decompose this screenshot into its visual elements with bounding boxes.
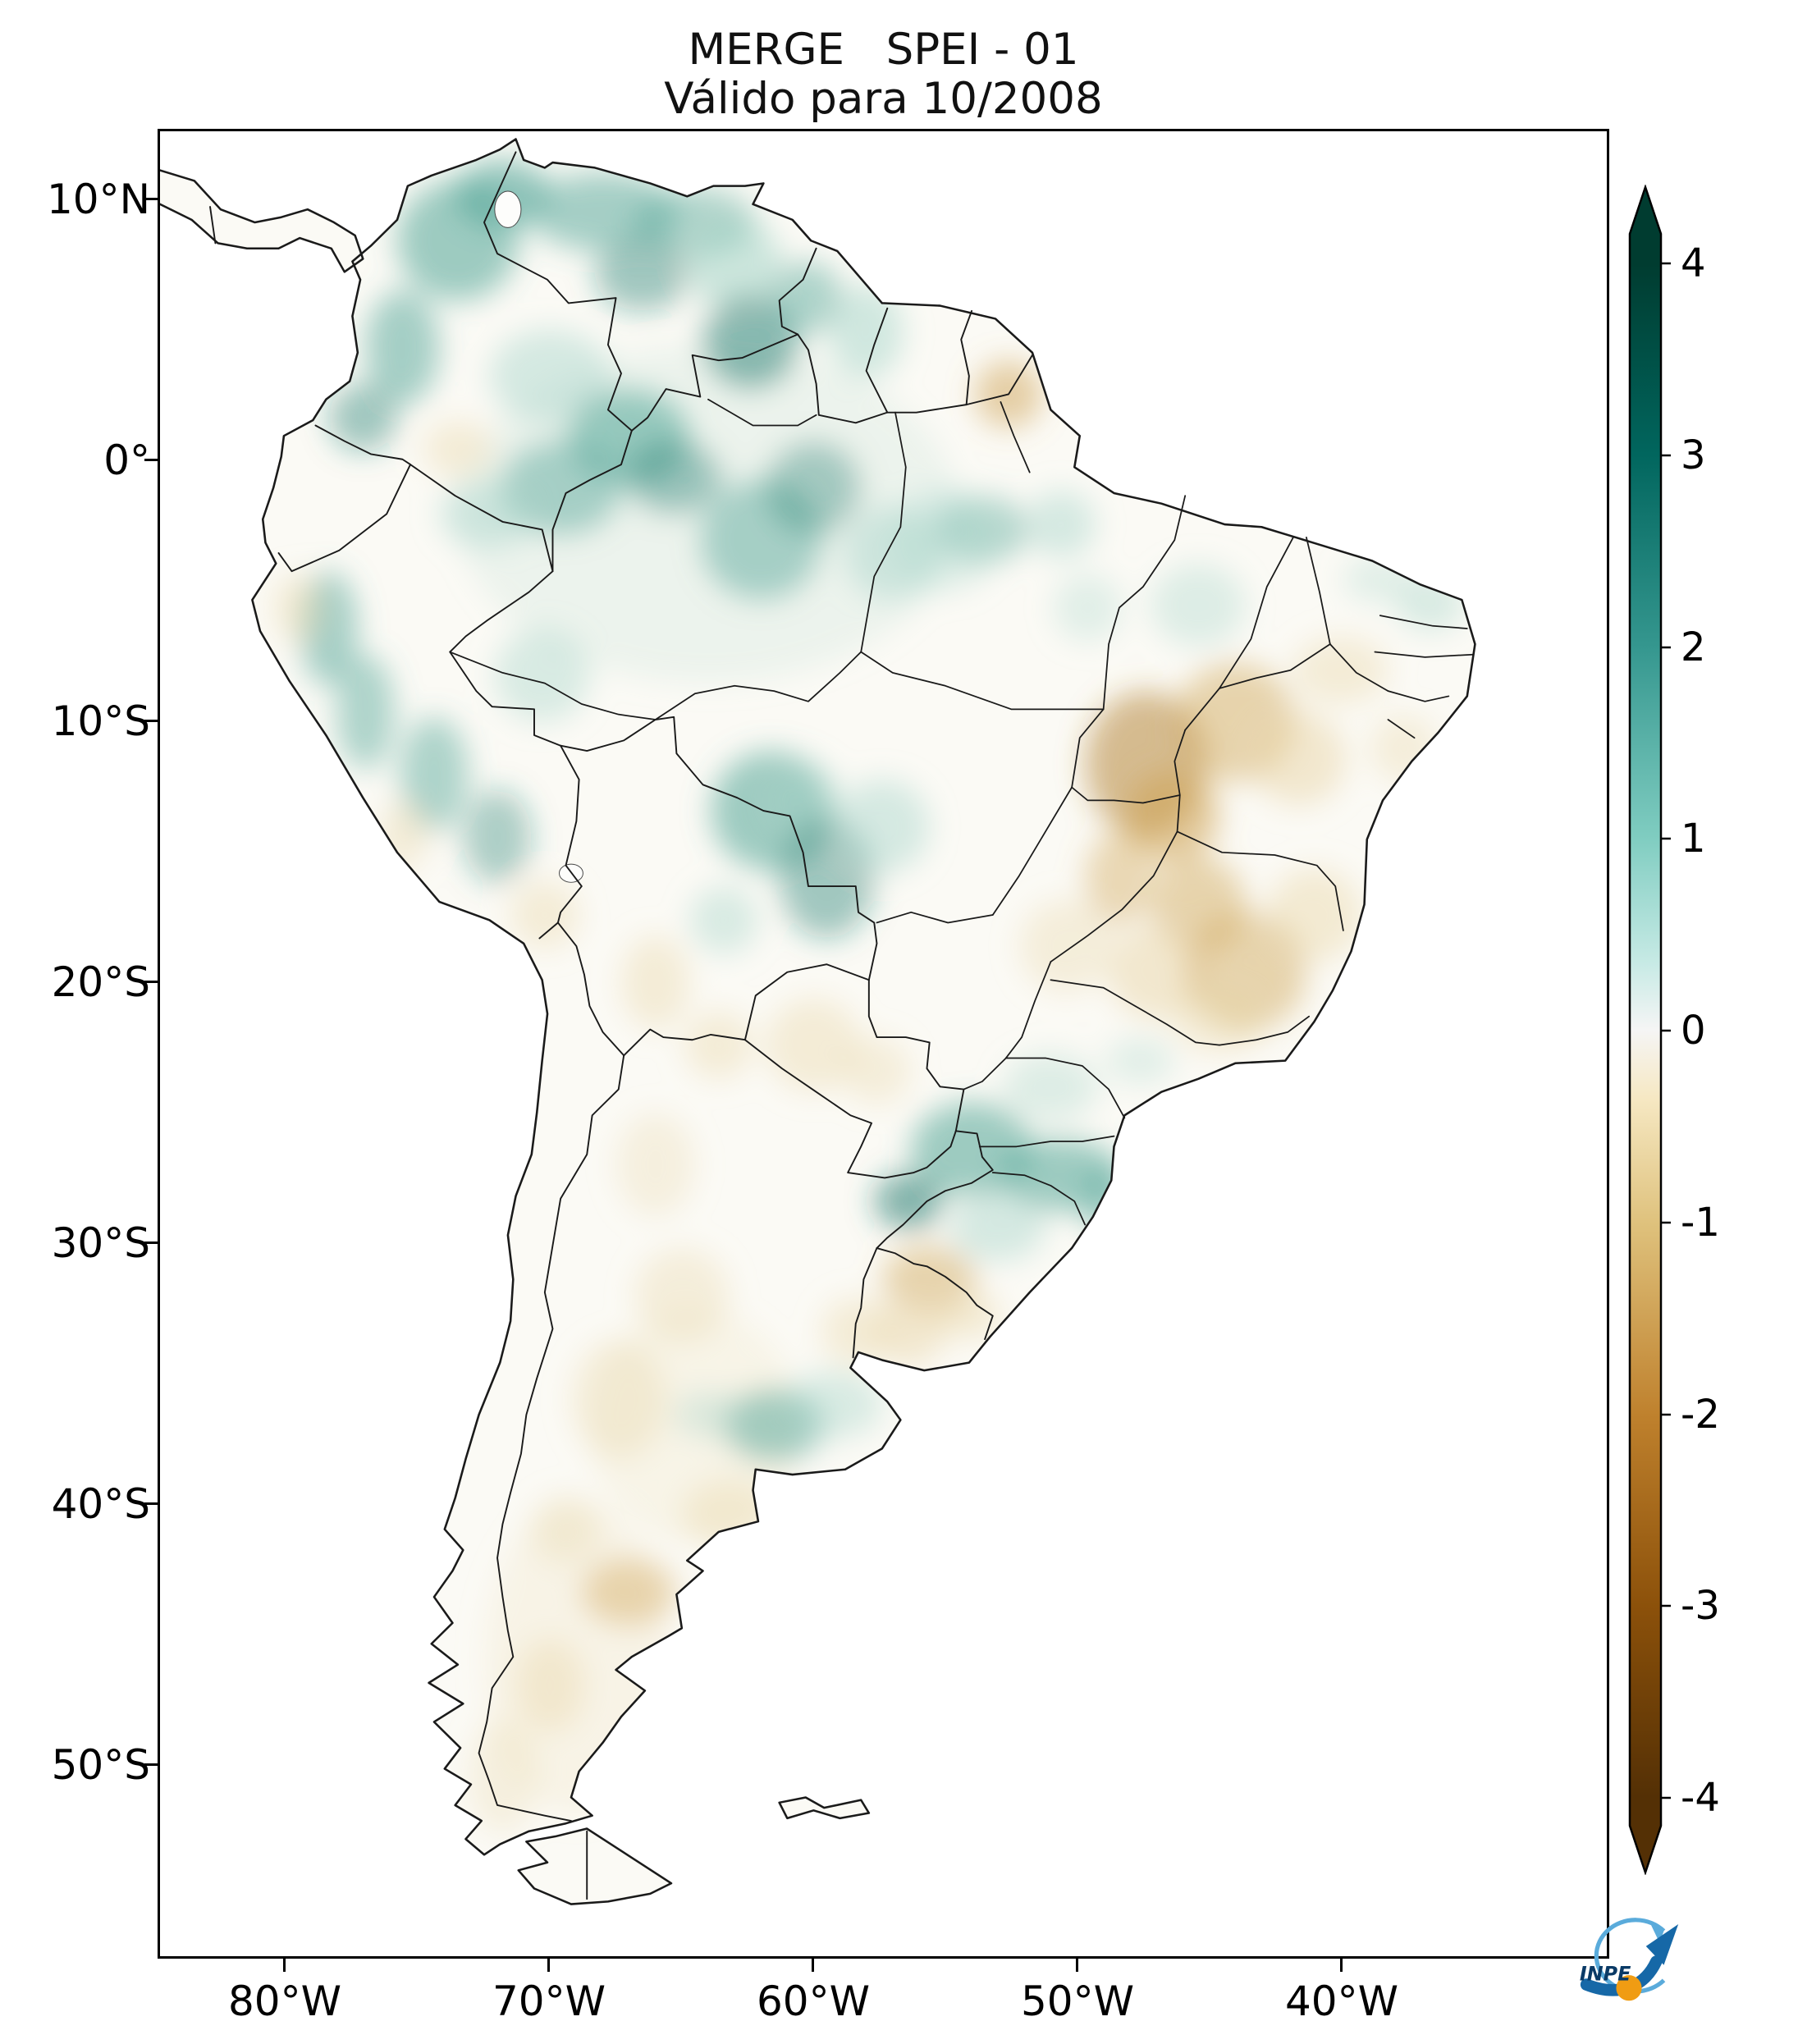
x-tick-label: 50°W <box>1020 1978 1135 2025</box>
chart-subtitle: Válido para 10/2008 <box>664 74 1103 124</box>
y-tick <box>144 720 158 722</box>
logo-arrow-head <box>1645 1923 1679 1965</box>
country-borders <box>209 151 1033 1900</box>
logo-text: INPE <box>1580 1962 1631 1985</box>
y-tick <box>144 198 158 200</box>
y-tick-label: 50°S <box>51 1741 150 1789</box>
state-borders <box>449 398 1474 1226</box>
y-tick-label: 10°S <box>51 697 150 745</box>
y-tick-label: 0° <box>103 437 150 484</box>
x-tick <box>283 1959 286 1972</box>
colorbar-tick-label: 3 <box>1681 432 1706 478</box>
y-tick <box>144 1241 158 1244</box>
y-tick-label: 40°S <box>51 1480 150 1528</box>
colorbar <box>1628 185 1671 1875</box>
colorbar-tick-label: -4 <box>1681 1775 1720 1821</box>
colorbar-ticks <box>1661 262 1671 1799</box>
south-america-map <box>160 138 1476 1905</box>
inpe-logo: INPE <box>1559 1902 1699 2017</box>
central-america <box>160 169 364 273</box>
y-tick <box>144 981 158 983</box>
y-tick <box>144 1502 158 1505</box>
x-tick <box>1076 1959 1078 1972</box>
coastline <box>160 138 1476 1905</box>
tierra-del-fuego <box>517 1827 673 1905</box>
lake-maracaibo <box>494 190 522 228</box>
colorbar-tick-label: 1 <box>1681 816 1706 862</box>
map-axes: INPE <box>158 129 1679 2001</box>
y-tick <box>144 459 158 461</box>
colorbar-tick-label: -3 <box>1681 1583 1720 1629</box>
inpe-logo-graphic: INPE <box>1580 1918 1679 2001</box>
lakes <box>494 190 583 883</box>
y-tick-label: 10°N <box>46 176 150 223</box>
y-tick-label: 20°S <box>51 958 150 1006</box>
x-tick-label: 40°W <box>1284 1978 1399 2025</box>
x-tick <box>812 1959 814 1972</box>
x-tick-label: 70°W <box>492 1978 606 2025</box>
y-tick <box>144 1763 158 1766</box>
colorbar-tick-label: -1 <box>1681 1200 1720 1246</box>
x-tick <box>1340 1959 1343 1972</box>
colorbar-gradient <box>1628 185 1663 1875</box>
colorbar-tick-label: 2 <box>1681 624 1706 670</box>
y-tick-label: 30°S <box>51 1219 150 1267</box>
x-tick <box>547 1959 550 1972</box>
colorbar-tick-label: 0 <box>1681 1008 1706 1054</box>
chart-title: MERGE SPEI - 01 <box>688 25 1079 75</box>
colorbar-tick-label: 4 <box>1681 240 1706 286</box>
colorbar-tick-label: -2 <box>1681 1392 1720 1438</box>
logo-orange-dot <box>1616 1975 1642 2001</box>
x-tick-label: 60°W <box>756 1978 871 2025</box>
falkland-islands <box>778 1796 871 1820</box>
spei-raster <box>273 159 1465 1834</box>
x-tick-label: 80°W <box>227 1978 342 2025</box>
